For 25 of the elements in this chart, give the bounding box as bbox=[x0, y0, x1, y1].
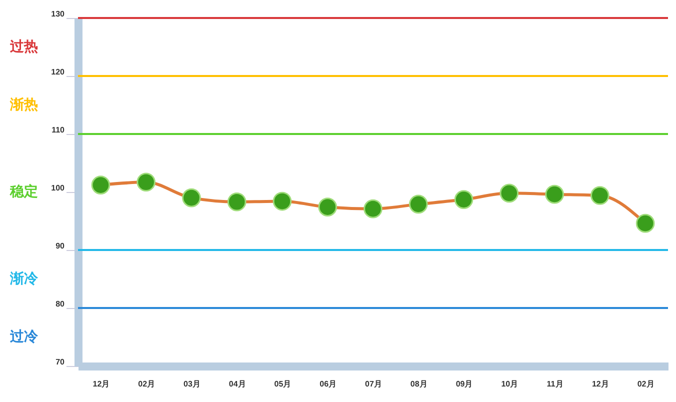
x-tick-label: 11月 bbox=[546, 380, 564, 388]
x-tick-label: 07月 bbox=[365, 380, 382, 388]
y-tick-label: 80 bbox=[56, 300, 66, 308]
ref-line-label: 过冷 bbox=[9, 328, 39, 344]
ref-line-label: 过热 bbox=[9, 38, 38, 54]
x-tick-label: 06月 bbox=[320, 380, 337, 388]
y-tick-label: 120 bbox=[51, 68, 66, 76]
x-tick-label: 04月 bbox=[228, 380, 246, 388]
x-tick-label: 08月 bbox=[410, 380, 428, 388]
x-tick-label: 05月 bbox=[274, 380, 292, 388]
x-tick-label: 10月 bbox=[501, 380, 518, 388]
x-tick-label: 12月 bbox=[592, 380, 609, 388]
ref-line-label: 稳定 bbox=[9, 183, 38, 199]
x-tick-label: 02月 bbox=[637, 380, 654, 388]
y-tick-label: 130 bbox=[51, 10, 66, 18]
x-tick-label: 03月 bbox=[184, 380, 200, 388]
ref-line-label: 渐冷 bbox=[9, 270, 39, 286]
y-tick-label: 90 bbox=[56, 242, 66, 250]
x-tick-label: 12月 bbox=[92, 380, 110, 388]
x-tick-label: 09月 bbox=[456, 380, 473, 388]
y-tick-label: 100 bbox=[51, 184, 66, 192]
y-tick-label: 70 bbox=[56, 358, 66, 366]
x-tick-label: 02月 bbox=[138, 380, 156, 388]
y-tick-label: 110 bbox=[52, 126, 66, 134]
ref-line-label: 渐热 bbox=[9, 96, 38, 112]
